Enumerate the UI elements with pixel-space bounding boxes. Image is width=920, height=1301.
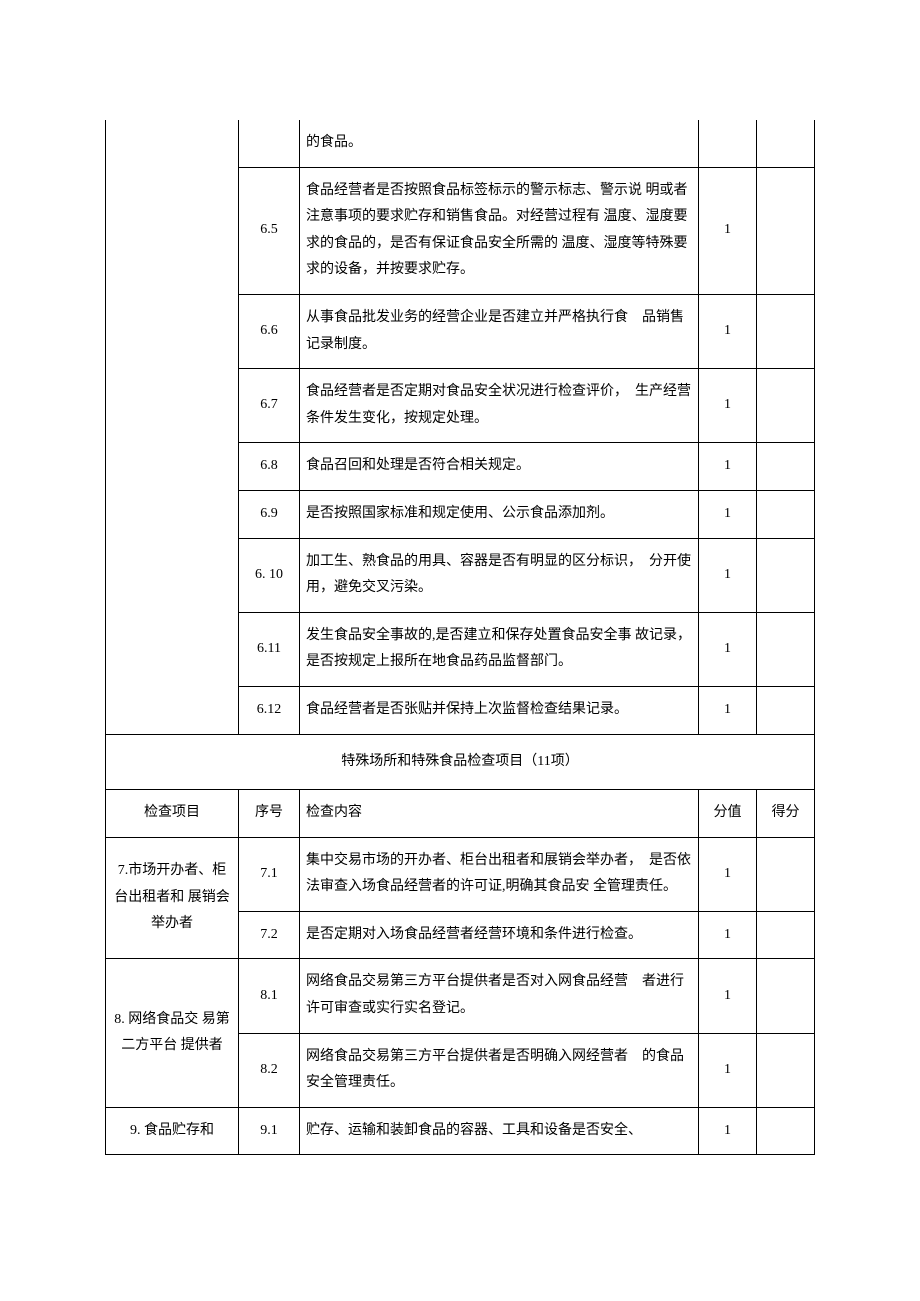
row-score — [699, 120, 757, 167]
row-desc: 是否按照国家标准和规定使用、公示食品添加剂。 — [300, 490, 699, 538]
row-got — [757, 837, 815, 911]
row-desc: 食品经营者是否定期对食品安全状况进行检查评价， 生产经营条件发生变化，按规定处理… — [300, 369, 699, 443]
row-desc: 的食品。 — [300, 120, 699, 167]
inspection-table: 的食品。 6.5 食品经营者是否按照食品标签标示的警示标志、警示说 明或者注意事… — [105, 120, 815, 1155]
row-got — [757, 294, 815, 368]
header-category: 检查项目 — [106, 790, 239, 838]
row-num: 6.6 — [239, 294, 300, 368]
row-num: 6.11 — [239, 612, 300, 686]
row-score: 1 — [699, 294, 757, 368]
category-7: 7.市场开办者、柜台出租者和 展销会举办者 — [106, 837, 239, 959]
row-got — [757, 959, 815, 1033]
row-desc: 食品召回和处理是否符合相关规定。 — [300, 443, 699, 491]
table-row: 8. 网络食品交 易第二方平台 提供者 8.1 网络食品交易第三方平台提供者是否… — [106, 959, 815, 1033]
row-num: 6.8 — [239, 443, 300, 491]
row-desc: 网络食品交易第三方平台提供者是否明确入网经营者 的食品安全管理责任。 — [300, 1033, 699, 1107]
row-score: 1 — [699, 538, 757, 612]
category-8: 8. 网络食品交 易第二方平台 提供者 — [106, 959, 239, 1107]
row-desc: 发生食品安全事故的,是否建立和保存处置食品安全事 故记录，是否按规定上报所在地食… — [300, 612, 699, 686]
row-got — [757, 686, 815, 734]
table-row: 9. 食品贮存和 9.1 贮存、运输和装卸食品的容器、工具和设备是否安全、 1 — [106, 1107, 815, 1155]
row-score: 1 — [699, 490, 757, 538]
row-num: 7.2 — [239, 911, 300, 959]
row-num: 8.1 — [239, 959, 300, 1033]
category-9: 9. 食品贮存和 — [106, 1107, 239, 1155]
row-desc: 贮存、运输和装卸食品的容器、工具和设备是否安全、 — [300, 1107, 699, 1155]
table-header-row: 检查项目 序号 检查内容 分值 得分 — [106, 790, 815, 838]
row-num: 6.5 — [239, 167, 300, 294]
row-desc: 集中交易市场的开办者、柜台出租者和展销会举办者， 是否依法审查入场食品经营者的许… — [300, 837, 699, 911]
row-score: 1 — [699, 612, 757, 686]
row-got — [757, 538, 815, 612]
row-num — [239, 120, 300, 167]
row-num: 8.2 — [239, 1033, 300, 1107]
row-score: 1 — [699, 1107, 757, 1155]
row-got — [757, 612, 815, 686]
row-got — [757, 369, 815, 443]
category-cell-cont — [106, 120, 239, 734]
header-got: 得分 — [757, 790, 815, 838]
row-num: 6.12 — [239, 686, 300, 734]
header-desc: 检查内容 — [300, 790, 699, 838]
header-num: 序号 — [239, 790, 300, 838]
header-score: 分值 — [699, 790, 757, 838]
row-desc: 从事食品批发业务的经营企业是否建立并严格执行食 品销售记录制度。 — [300, 294, 699, 368]
table-row: 7.市场开办者、柜台出租者和 展销会举办者 7.1 集中交易市场的开办者、柜台出… — [106, 837, 815, 911]
row-score: 1 — [699, 1033, 757, 1107]
row-score: 1 — [699, 837, 757, 911]
row-score: 1 — [699, 369, 757, 443]
row-score: 1 — [699, 686, 757, 734]
row-got — [757, 443, 815, 491]
row-num: 9.1 — [239, 1107, 300, 1155]
row-got — [757, 490, 815, 538]
row-got — [757, 120, 815, 167]
row-desc: 加工生、熟食品的用具、容器是否有明显的区分标识， 分开使用，避免交叉污染。 — [300, 538, 699, 612]
row-num: 6.9 — [239, 490, 300, 538]
row-got — [757, 1033, 815, 1107]
row-score: 1 — [699, 911, 757, 959]
row-got — [757, 167, 815, 294]
row-got — [757, 911, 815, 959]
row-desc: 网络食品交易第三方平台提供者是否对入网食品经营 者进行许可审查或实行实名登记。 — [300, 959, 699, 1033]
section-title-row: 特殊场所和特殊食品检查项目（11项） — [106, 734, 815, 790]
row-desc: 食品经营者是否张贴并保持上次监督检查结果记录。 — [300, 686, 699, 734]
row-score: 1 — [699, 167, 757, 294]
row-num: 6.7 — [239, 369, 300, 443]
row-num: 6. 10 — [239, 538, 300, 612]
row-num: 7.1 — [239, 837, 300, 911]
table-row: 的食品。 — [106, 120, 815, 167]
row-got — [757, 1107, 815, 1155]
row-score: 1 — [699, 959, 757, 1033]
row-desc: 是否定期对入场食品经营者经营环境和条件进行检查。 — [300, 911, 699, 959]
row-score: 1 — [699, 443, 757, 491]
row-desc: 食品经营者是否按照食品标签标示的警示标志、警示说 明或者注意事项的要求贮存和销售… — [300, 167, 699, 294]
section-title: 特殊场所和特殊食品检查项目（11项） — [106, 734, 815, 790]
